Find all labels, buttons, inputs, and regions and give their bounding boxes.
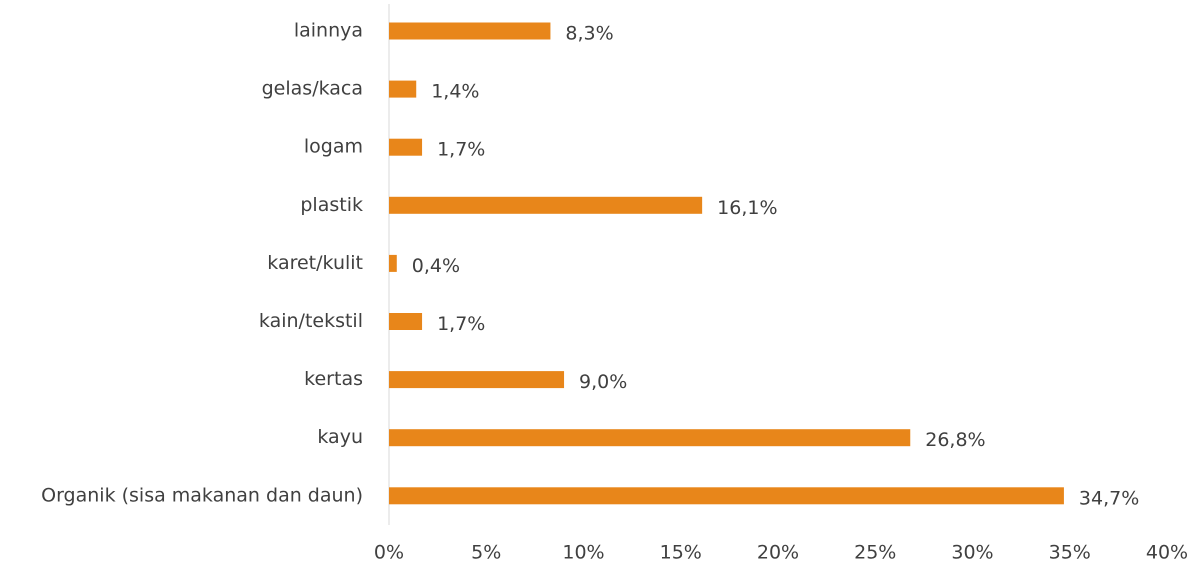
y-tick-label: logam bbox=[304, 136, 363, 158]
bar bbox=[389, 429, 911, 447]
bar bbox=[389, 138, 423, 156]
value-label: 8,3% bbox=[565, 23, 613, 45]
bar bbox=[389, 196, 703, 214]
bar bbox=[389, 487, 1064, 505]
x-tick-label: 30% bbox=[951, 542, 993, 564]
bar bbox=[389, 371, 565, 389]
bar bbox=[389, 22, 551, 40]
value-label: 34,7% bbox=[1079, 487, 1139, 509]
y-tick-label: lainnya bbox=[294, 20, 363, 42]
value-label: 1,7% bbox=[437, 313, 485, 335]
bar bbox=[389, 80, 417, 98]
y-tick-label: kayu bbox=[317, 426, 363, 448]
bar bbox=[389, 313, 423, 330]
y-tick-label: karet/kulit bbox=[267, 252, 363, 274]
y-tick-label: Organik (sisa makanan dan daun) bbox=[41, 484, 363, 506]
x-tick-label: 25% bbox=[854, 542, 896, 564]
x-tick-label: 15% bbox=[660, 542, 702, 564]
x-tick-label: 10% bbox=[562, 542, 604, 564]
value-label: 0,4% bbox=[412, 255, 460, 277]
x-tick-label: 20% bbox=[757, 542, 799, 564]
value-label: 1,4% bbox=[431, 81, 479, 103]
bar bbox=[389, 254, 397, 272]
y-tick-label: kertas bbox=[304, 368, 363, 390]
x-tick-label: 5% bbox=[471, 542, 501, 564]
value-label: 1,7% bbox=[437, 139, 485, 161]
x-tick-label: 35% bbox=[1049, 542, 1091, 564]
y-tick-label: kain/tekstil bbox=[259, 310, 363, 332]
y-tick-label: plastik bbox=[300, 194, 363, 216]
value-label: 16,1% bbox=[717, 197, 777, 219]
value-label: 26,8% bbox=[925, 429, 985, 451]
x-tick-label: 0% bbox=[374, 542, 404, 564]
y-tick-label: gelas/kaca bbox=[262, 78, 363, 100]
x-tick-label: 40% bbox=[1146, 542, 1188, 564]
value-label: 9,0% bbox=[579, 371, 627, 393]
